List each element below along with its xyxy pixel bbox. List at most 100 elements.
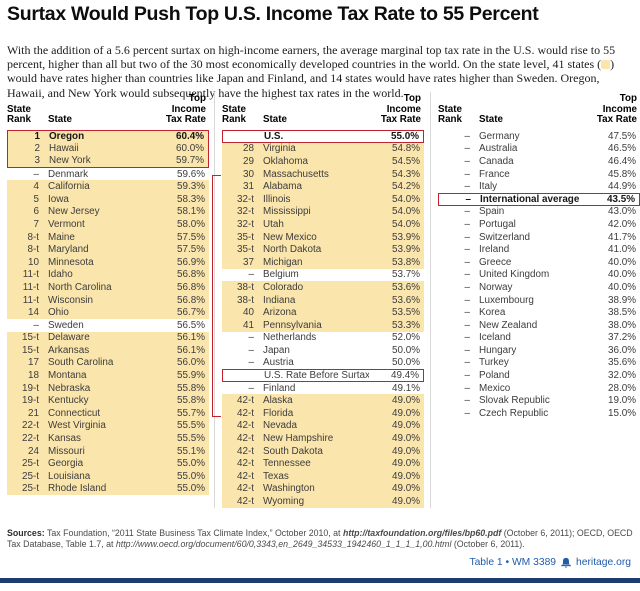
cell-rank: – xyxy=(464,143,471,155)
header-top-income-tax-rate: Top Income Tax Rate xyxy=(165,93,206,126)
cell-rank: 42-t xyxy=(236,483,254,495)
table-row: – Australia 46.5% xyxy=(438,142,640,156)
cell-rank: – xyxy=(464,319,471,331)
header-top-income-tax-rate: Top Income Tax Rate xyxy=(596,93,637,126)
cell-name: West Virginia xyxy=(48,420,106,432)
cell-name: Slovak Republic xyxy=(479,395,550,407)
cell-name: Iowa xyxy=(48,193,69,205)
table-row: 11-t North Carolina 56.8% xyxy=(7,281,209,294)
cell-rate: 60.0% xyxy=(175,143,204,155)
table-row: U.S. Rate Before Surtax 49.4% xyxy=(222,369,424,382)
cell-name: New Zealand xyxy=(479,319,538,331)
cell-rate: 47.5% xyxy=(607,130,636,142)
table-row: 17 South Carolina 56.0% xyxy=(7,356,209,370)
cell-rank: 25-t xyxy=(21,458,39,470)
cell-name: Connecticut xyxy=(48,407,101,419)
sources-text-2: (October 6, 2011); OECD, OECD Tax Databa… xyxy=(7,527,633,549)
rankings-table-section: State Rank State Top Income Tax Rate 1 Or… xyxy=(7,90,640,510)
cell-rate: 52.0% xyxy=(391,332,420,344)
cell-rank: 15-t xyxy=(21,332,39,344)
cell-rank: 30 xyxy=(243,168,254,180)
cell-rate: 55.9% xyxy=(176,370,205,382)
cell-name: Kentucky xyxy=(48,395,89,407)
cell-name: North Dakota xyxy=(263,244,322,256)
cell-rate: 49.0% xyxy=(391,458,420,470)
table-row: 28 Virginia 54.8% xyxy=(222,142,424,156)
cell-rank: 42-t xyxy=(236,420,254,432)
cell-rank: – xyxy=(464,181,471,193)
cell-name: South Dakota xyxy=(263,445,323,457)
cell-rate: 46.4% xyxy=(607,155,636,167)
cell-rank: 10 xyxy=(28,256,39,268)
cell-rate: 56.9% xyxy=(176,256,205,268)
cell-name: Belgium xyxy=(263,269,299,281)
header-state-rank: State Rank xyxy=(222,103,246,126)
table-row: 35-t New Mexico 53.9% xyxy=(222,230,424,244)
cell-name: Canada xyxy=(479,155,514,167)
cell-rate: 57.5% xyxy=(176,231,205,243)
cell-name: Vermont xyxy=(48,218,85,230)
table-row: 31 Alabama 54.2% xyxy=(222,180,424,193)
cell-name: Alabama xyxy=(263,181,302,193)
cell-rate: 40.0% xyxy=(607,281,636,293)
table-body: U.S. 55.0% 28 Virginia 54.8% 29 Oklahoma 54.5% 3… xyxy=(212,130,424,508)
sources-label: Sources: xyxy=(7,527,45,538)
cell-rate: 55.0% xyxy=(176,470,205,482)
cell-name: Wisconsin xyxy=(48,294,93,306)
cell-rank: – xyxy=(248,357,255,369)
cell-rate: 41.0% xyxy=(607,244,636,256)
cell-rank: 31 xyxy=(243,181,254,193)
cell-rate: 55.5% xyxy=(176,420,205,432)
cell-rate: 56.1% xyxy=(176,344,205,356)
cell-rate: 56.5% xyxy=(176,319,205,331)
cell-rate: 59.7% xyxy=(175,155,204,167)
header-state: State xyxy=(263,114,287,126)
table-row: – Slovak Republic 19.0% xyxy=(438,394,640,408)
cell-rate: 53.8% xyxy=(391,256,420,268)
cell-name: Ohio xyxy=(48,307,69,319)
table-row: 41 Pennsylvania 53.3% xyxy=(222,318,424,332)
cell-rank: – xyxy=(464,256,471,268)
cell-rate: 56.8% xyxy=(176,281,205,293)
cell-name: Arizona xyxy=(263,307,297,319)
cell-rank: – xyxy=(464,370,471,382)
cell-rank: – xyxy=(464,407,471,419)
cell-rank: 15-t xyxy=(21,344,39,356)
credit-line: Table 1 • WM 3389 heritage.org xyxy=(469,555,631,569)
table-row: 8-t Maine 57.5% xyxy=(7,230,209,244)
cell-rate: 56.0% xyxy=(176,357,205,369)
table-row: 11-t Wisconsin 56.8% xyxy=(7,293,209,307)
cell-rank: 22-t xyxy=(21,433,39,445)
cell-rank: 2 xyxy=(34,143,41,155)
cell-rate: 53.9% xyxy=(391,244,420,256)
cell-rate: 15.0% xyxy=(607,407,636,419)
cell-rank: 5 xyxy=(33,193,40,205)
cell-rate: 42.0% xyxy=(607,218,636,230)
sources-note: Sources: Tax Foundation, “2011 State Bus… xyxy=(7,528,633,550)
table-row: 15-t Arkansas 56.1% xyxy=(7,344,209,357)
table-row: 4 California 59.3% xyxy=(7,180,209,193)
cell-rate: 49.0% xyxy=(391,483,420,495)
table-row: 19-t Nebraska 55.8% xyxy=(7,381,209,395)
cell-name: New Hampshire xyxy=(263,433,334,445)
cell-rank: – xyxy=(248,269,255,281)
cell-name: Ireland xyxy=(479,244,510,256)
header-state: State xyxy=(48,114,72,126)
cell-rate: 44.9% xyxy=(607,181,636,193)
cell-rate: 43.5% xyxy=(606,193,635,205)
cell-rate: 59.6% xyxy=(176,168,205,180)
cell-rate: 19.0% xyxy=(607,395,636,407)
cell-rank: – xyxy=(464,155,471,167)
cell-name: Sweden xyxy=(48,319,84,331)
cell-rate: 53.3% xyxy=(391,319,420,331)
sources-url-taxfoundation: http://taxfoundation.org/files/bp60.pdf xyxy=(342,527,502,538)
table-row: 35-t North Dakota 53.9% xyxy=(222,243,424,256)
cell-name: Arkansas xyxy=(48,344,90,356)
cell-rank: – xyxy=(464,344,471,356)
cell-name: Louisiana xyxy=(48,470,91,482)
cell-rate: 49.0% xyxy=(391,407,420,419)
page-title: Surtax Would Push Top U.S. Income Tax Ra… xyxy=(7,3,539,25)
table-row: 32-t Mississippi 54.0% xyxy=(222,205,424,219)
column-divider xyxy=(430,92,431,508)
cell-name: Poland xyxy=(479,370,510,382)
